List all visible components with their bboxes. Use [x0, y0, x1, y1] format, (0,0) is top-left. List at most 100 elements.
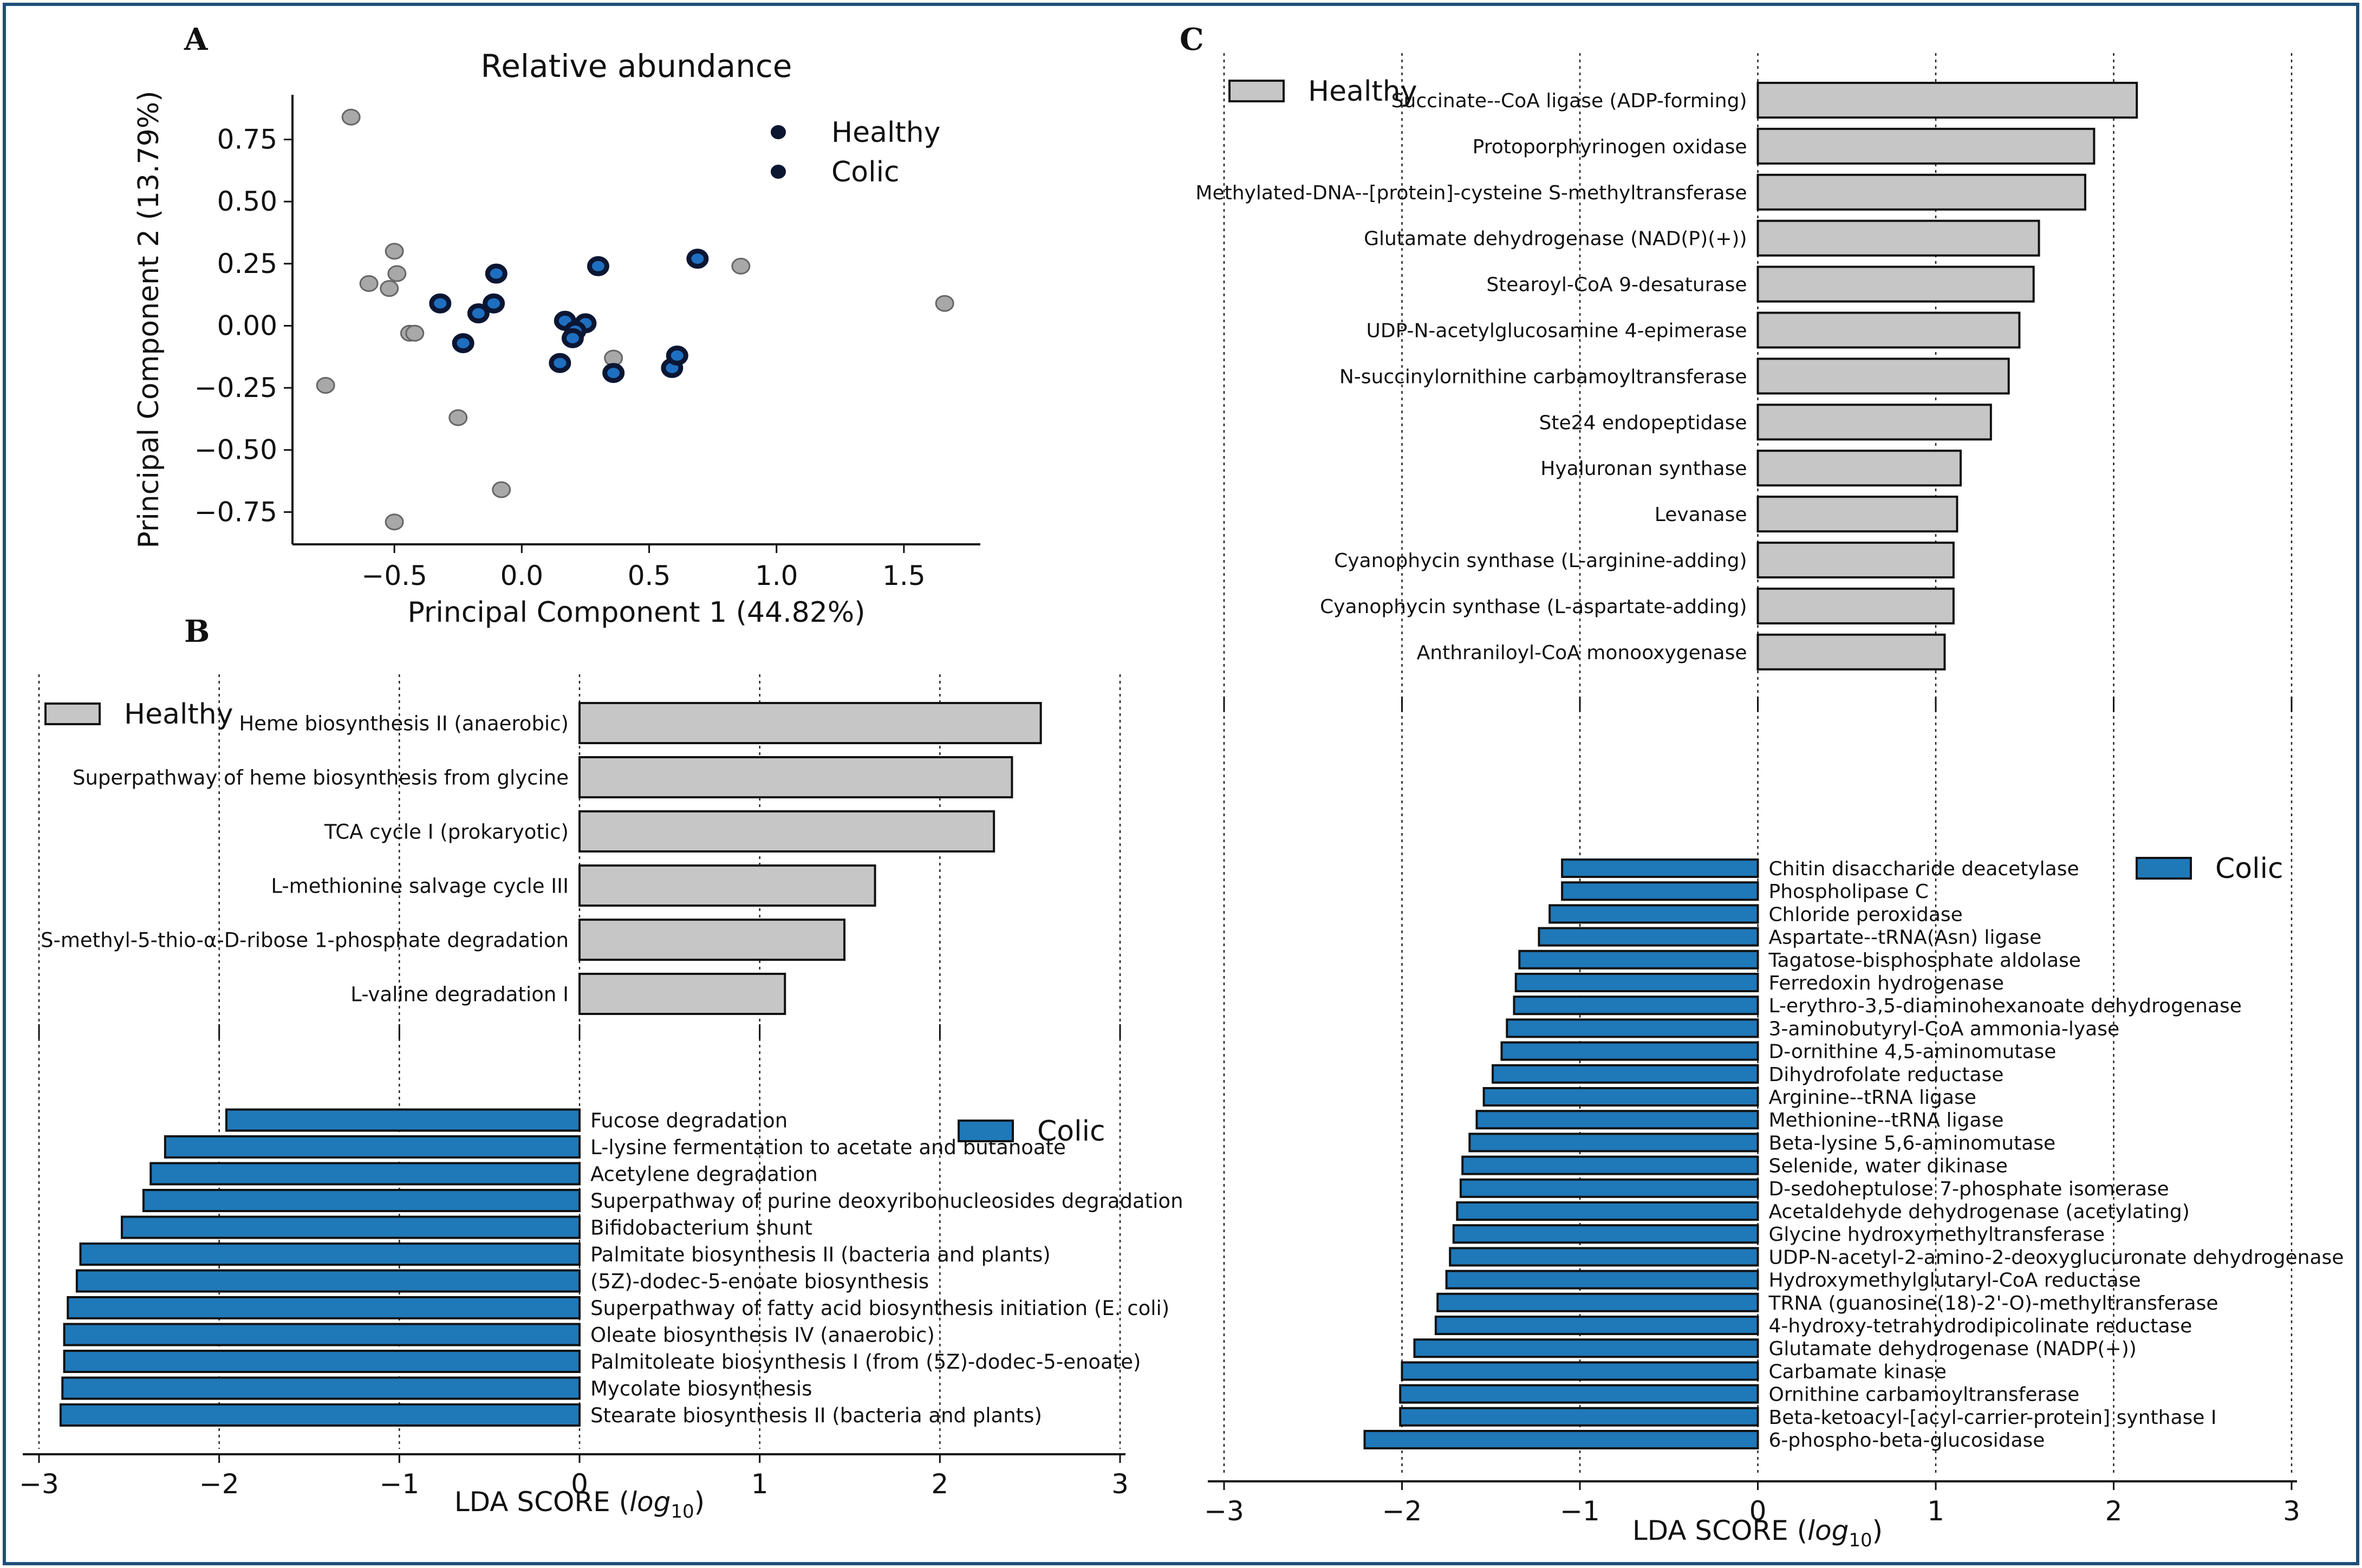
bar-label-healthy: Cyanophycin synthase (L-aspartate-adding…	[1320, 596, 1747, 618]
bar-colic	[75, 1269, 581, 1293]
legend-label-colic: Colic	[2215, 853, 2283, 885]
bar-label-colic: Phospholipase C	[1769, 881, 1929, 903]
scatter-point-healthy	[385, 243, 404, 260]
panel-a-pca-scatter: −0.5 0.0 0.5 1.0 1.5 −0.75 −0.50 −0.25 0.00 0.25 0…	[133, 48, 980, 629]
legend-marker-colic	[771, 165, 786, 179]
x-tick-label: −2	[1382, 1495, 1422, 1527]
bar-label-colic: Bifidobacterium shunt	[590, 1216, 812, 1239]
x-tick-label: 3	[1111, 1468, 1129, 1500]
bar-colic	[1513, 996, 1759, 1016]
bar-healthy	[1756, 587, 1955, 624]
bar-colic	[59, 1403, 581, 1427]
legend-label-healthy: Healthy	[831, 116, 941, 149]
bar-label-colic: Palmitoleate biosynthesis I (from (5Z)-d…	[590, 1350, 1141, 1374]
bar-colic	[1468, 1133, 1759, 1153]
bar-label-healthy: L-methionine salvage cycle III	[271, 874, 569, 897]
bar-colic	[1492, 1064, 1759, 1084]
bar-healthy	[1756, 633, 1946, 671]
scatter-point-colic	[452, 333, 474, 354]
y-tick-label: 0.00	[217, 310, 277, 341]
scatter-point-colic	[602, 363, 625, 383]
bar-colic	[142, 1189, 581, 1212]
bar-colic	[1363, 1430, 1759, 1449]
y-tick-label: 0.75	[217, 124, 277, 155]
bar-colic	[1482, 1087, 1759, 1107]
legend-swatch-healthy	[44, 702, 101, 725]
bar-colic	[1399, 1407, 1759, 1427]
bar-label-colic: Glutamate dehydrogenase (NADP(+))	[1769, 1338, 2137, 1360]
bar-healthy	[1756, 404, 1992, 441]
bar-label-colic: L-erythro-3,5-diaminohexanoate dehydroge…	[1769, 995, 2242, 1017]
bar-label-healthy: N-succinylornithine carbamoyltransferase	[1339, 366, 1747, 388]
bar-label-colic: 4-hydroxy-tetrahydrodipicolinate reducta…	[1769, 1315, 2192, 1337]
panel-c-lda-enzymes: −3 −2 −1 0 1 2 3 LDA SCORE (log10) Succinate--Co…	[1195, 53, 2344, 1551]
scatter-point-colic	[429, 293, 452, 314]
bar-healthy	[578, 756, 1013, 798]
legend-label-colic: Colic	[1037, 1115, 1105, 1148]
x-axis-label: LDA SCORE (log10)	[1632, 1515, 1883, 1551]
y-tick-label: −0.50	[194, 434, 277, 466]
bar-healthy	[1756, 357, 2010, 395]
bar-colic	[121, 1215, 581, 1239]
bar-colic	[63, 1350, 581, 1373]
bar-healthy	[578, 810, 995, 853]
bar-colic	[1436, 1292, 1759, 1312]
bar-colic	[1506, 1018, 1759, 1038]
bar-healthy	[1756, 542, 1955, 578]
x-tick-label: 3	[2283, 1495, 2300, 1527]
bar-label-colic: UDP-N-acetyl-2-amino-2-deoxyglucuronate …	[1769, 1246, 2344, 1268]
bar-healthy	[1756, 219, 2040, 257]
bar-colic	[1413, 1338, 1759, 1358]
bar-healthy	[1756, 127, 2096, 165]
x-tick-label: 0	[571, 1468, 588, 1500]
bar-label-colic: Beta-lysine 5,6-aminomutase	[1769, 1132, 2056, 1154]
scatter-point-healthy	[316, 377, 335, 394]
bar-colic	[1548, 904, 1759, 924]
bar-colic	[67, 1296, 581, 1319]
x-axis-label: LDA SCORE (log10)	[454, 1486, 705, 1523]
x-tick-label: 2	[931, 1468, 948, 1500]
legend-label-healthy: Healthy	[1308, 75, 1417, 108]
bar-label-healthy: Hyaluronan synthase	[1540, 458, 1747, 480]
bar-label-healthy: Ste24 endopeptidase	[1539, 412, 1747, 434]
legend-label-colic: Colic	[831, 156, 900, 188]
bar-label-colic: Dihydrofolate reductase	[1769, 1064, 2004, 1086]
bar-label-colic: Glycine hydroxymethyltransferase	[1769, 1224, 2105, 1246]
x-axis-label: Principal Component 1 (44.82%)	[408, 596, 866, 629]
bar-label-colic: Arginine--tRNA ligase	[1769, 1086, 1976, 1109]
panel-b-lda-pathways: −3 −2 −1 0 1 2 3 LDA SCORE (log10) Heme biosynth…	[19, 674, 1183, 1523]
bar-colic	[149, 1162, 581, 1186]
bar-healthy	[578, 919, 846, 961]
bar-colic	[1434, 1316, 1759, 1335]
scatter-point-colic	[467, 303, 490, 324]
legend-swatch-healthy	[1228, 80, 1285, 102]
bar-colic	[1461, 1155, 1759, 1175]
panel-label-b: B	[184, 614, 210, 649]
bar-colic	[1500, 1041, 1759, 1061]
bar-colic	[63, 1323, 581, 1346]
bar-colic	[1514, 973, 1759, 992]
bar-colic	[1401, 1361, 1759, 1381]
bar-healthy	[578, 702, 1042, 744]
x-tick-label: 0.0	[500, 560, 544, 591]
scatter-point-healthy	[492, 481, 511, 498]
x-tick-label: 1	[1927, 1495, 1944, 1527]
bar-label-healthy: Levanase	[1655, 504, 1747, 526]
bar-label-healthy: L-valine degradation I	[350, 983, 569, 1006]
bar-label-colic: Fucose degradation	[590, 1109, 788, 1132]
x-tick-label: 2	[2105, 1495, 2123, 1527]
bar-healthy	[1756, 450, 1962, 487]
y-tick-label: −0.25	[194, 372, 277, 404]
x-tick-label: 0	[1749, 1495, 1767, 1527]
bar-colic	[61, 1376, 581, 1400]
chart-title: Relative abundance	[481, 48, 792, 84]
x-tick-label: 1	[751, 1468, 769, 1500]
bar-label-healthy: Stearoyl-CoA 9-desaturase	[1486, 274, 1747, 296]
bar-label-healthy: Methylated-DNA--[protein]-cysteine S-met…	[1195, 182, 1747, 204]
bar-label-colic: Acetaldehyde dehydrogenase (acetylating)	[1769, 1201, 2190, 1223]
bar-colic	[1449, 1247, 1759, 1267]
x-tick-label: −3	[1204, 1495, 1244, 1527]
bar-label-colic: Tagatose-bisphosphate aldolase	[1768, 949, 2081, 972]
scatter-point-colic	[561, 328, 584, 348]
